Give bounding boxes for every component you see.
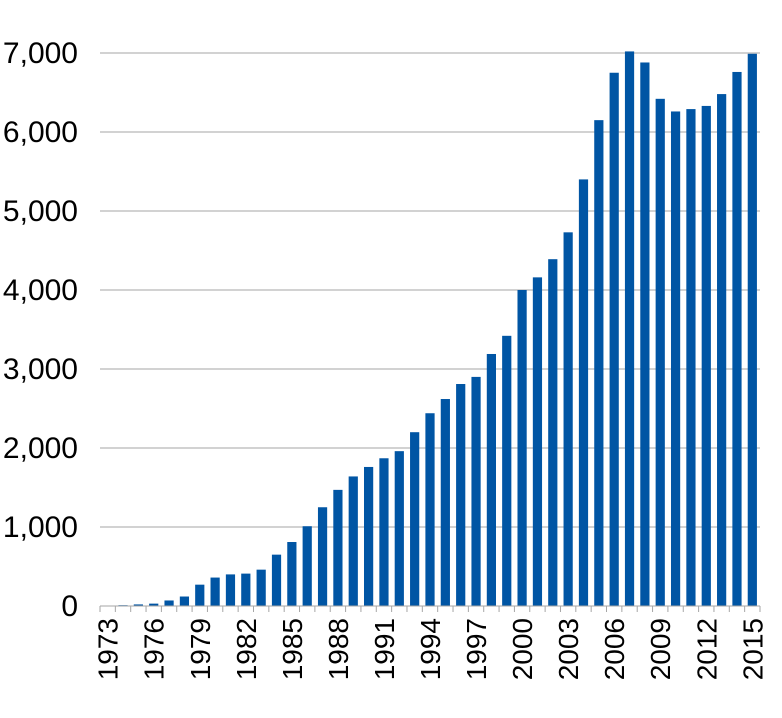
bar-1990 — [364, 466, 374, 606]
bars — [103, 51, 757, 607]
bar-2006 — [609, 72, 619, 606]
bar-1988 — [333, 489, 343, 606]
bar-1978 — [179, 596, 190, 606]
bar-1980 — [210, 577, 220, 606]
y-tick-label: 5,000 — [3, 195, 78, 228]
bar-2013 — [717, 94, 727, 606]
bar-2004 — [578, 179, 589, 606]
y-tick-label: 7,000 — [3, 37, 78, 70]
x-tick-label: 2006 — [599, 618, 630, 680]
bar-2012 — [701, 105, 711, 607]
bar-1982 — [241, 573, 251, 606]
bar-2002 — [548, 259, 558, 606]
x-tick-label: 1982 — [231, 618, 262, 680]
bar-1995 — [440, 399, 450, 606]
x-tick-labels: 1973 1976 1979 1982 1985 1988 1991 1994 1997 2000… — [93, 618, 769, 680]
x-tick-label: 1988 — [323, 618, 354, 680]
bar-2008 — [640, 62, 650, 607]
bar-2011 — [686, 109, 696, 606]
bar-1993 — [410, 432, 420, 606]
bar-2007 — [624, 51, 635, 607]
bar-1976 — [149, 603, 159, 606]
bar-2015 — [747, 53, 757, 607]
y-tick-label: 2,000 — [3, 432, 78, 465]
x-tick-label: 1973 — [93, 618, 124, 680]
bar-1984 — [271, 554, 282, 606]
x-tick-label: 1979 — [185, 618, 216, 680]
bar-1979 — [195, 584, 205, 606]
bar-1975 — [133, 604, 143, 606]
x-tick-label: 1994 — [415, 618, 446, 680]
bar-1994 — [425, 413, 435, 606]
bar-1986 — [302, 526, 312, 606]
bar-1987 — [317, 507, 328, 606]
x-tick-label: 2012 — [691, 618, 722, 680]
bar-2000 — [517, 290, 527, 606]
bar-1999 — [502, 335, 512, 606]
y-tick-label: 4,000 — [3, 274, 78, 307]
axes — [99, 605, 761, 612]
y-tick-label: 1,000 — [3, 511, 78, 544]
bar-1998 — [486, 353, 496, 606]
x-tick-label: 2015 — [737, 618, 768, 680]
bar-1981 — [225, 574, 236, 606]
x-tick-label: 2000 — [507, 618, 538, 680]
y-tick-label: 6,000 — [3, 116, 78, 149]
bar-2003 — [563, 232, 573, 606]
bar-2005 — [594, 120, 604, 607]
y-tick-label: 0 — [61, 590, 78, 623]
bar-2014 — [732, 71, 742, 606]
x-tick-label: 2003 — [553, 618, 584, 680]
gridlines — [100, 52, 760, 528]
bar-2010 — [670, 111, 681, 607]
bar-1977 — [164, 600, 174, 606]
bar-2001 — [532, 277, 543, 606]
bar-1992 — [394, 451, 404, 606]
x-tick-label: 1991 — [369, 618, 400, 680]
x-tick-label: 1976 — [139, 618, 170, 680]
bar-1991 — [379, 458, 389, 606]
x-tick-label: 1985 — [277, 618, 308, 680]
bar-1983 — [256, 569, 266, 606]
bar-1989 — [348, 476, 358, 606]
x-tick-label: 1997 — [461, 618, 492, 680]
y-tick-label: 3,000 — [3, 353, 78, 386]
bar-1996 — [456, 384, 466, 606]
bar-1997 — [471, 376, 481, 606]
bar-2009 — [655, 98, 665, 606]
x-tick-label: 2009 — [645, 618, 676, 680]
y-tick-labels: 0 1,000 2,000 3,000 4,000 5,000 6,000 7,000 — [3, 37, 78, 623]
bar-1985 — [287, 542, 297, 606]
